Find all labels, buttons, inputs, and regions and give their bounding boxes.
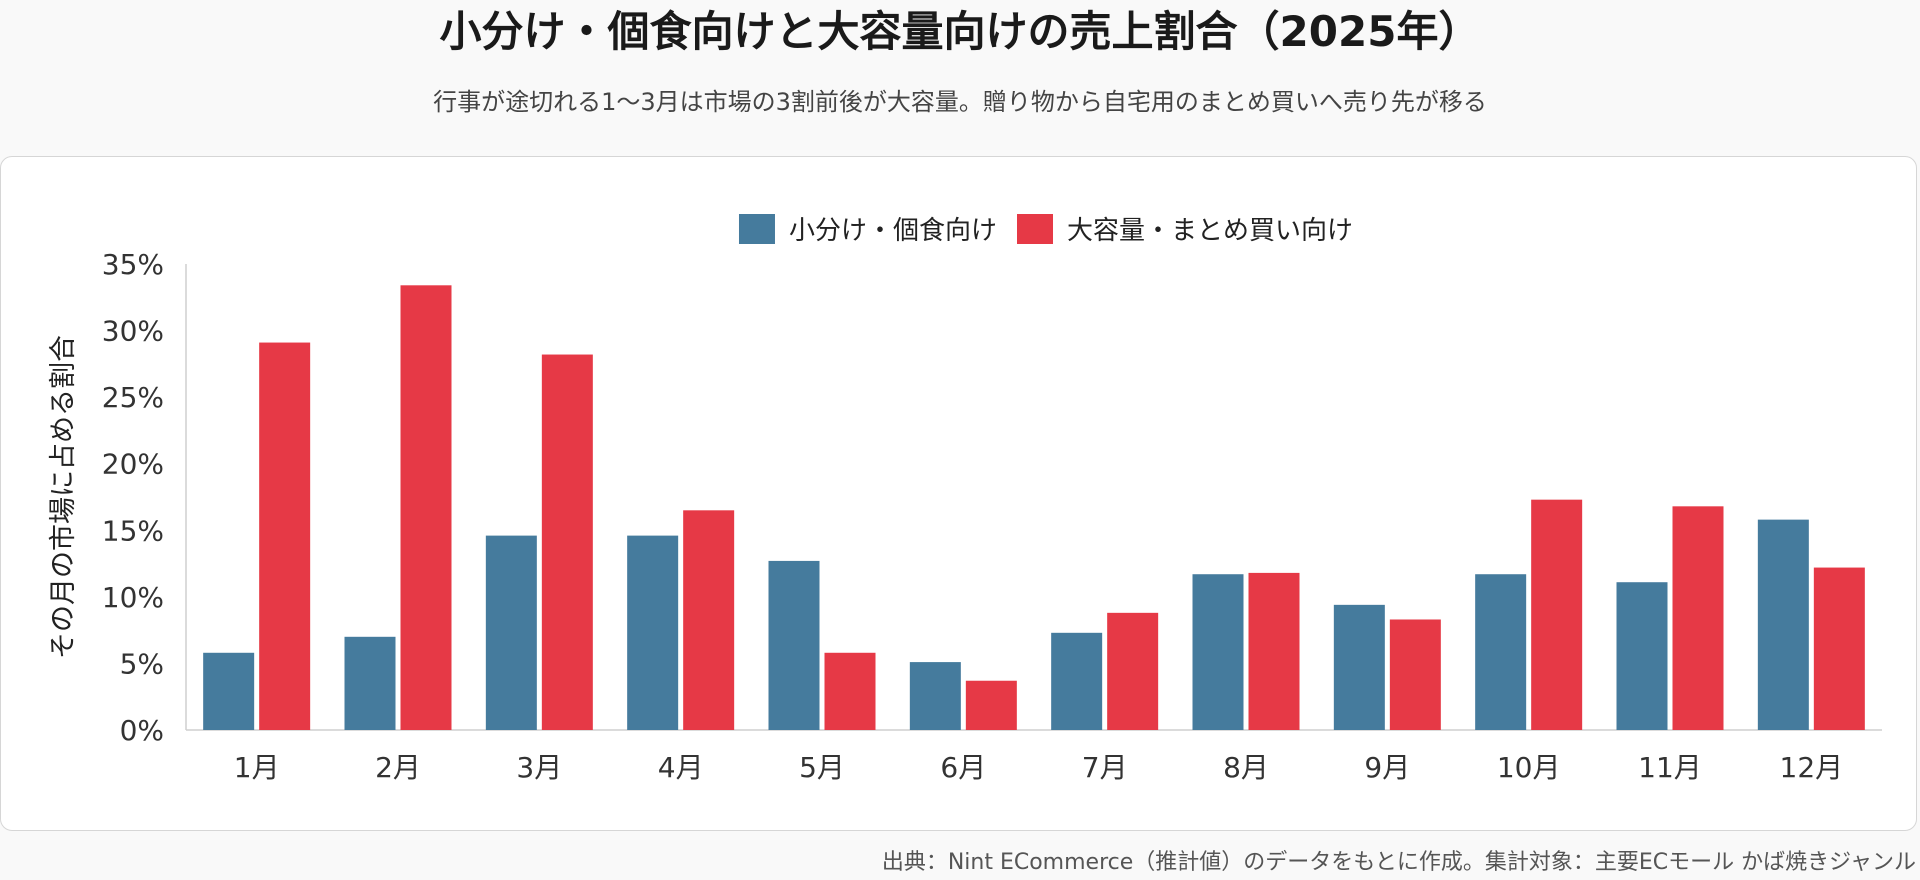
bar-bulk: [1813, 567, 1865, 730]
x-tick-label: 12月: [1780, 751, 1844, 784]
bar-small-portion: [1192, 574, 1244, 730]
bar-bulk: [541, 354, 593, 730]
bar-group: [1475, 499, 1583, 730]
bar-bulk: [259, 342, 311, 730]
bar-bulk: [683, 510, 735, 730]
page-title: 小分け・個食向けと大容量向けの売上割合（2025年）: [439, 7, 1481, 56]
bar-group: [203, 342, 311, 730]
bar-small-portion: [1616, 582, 1668, 730]
x-tick-label: 11月: [1638, 751, 1702, 784]
bar-group: [344, 285, 452, 730]
source-note: 出典：Nint ECommerce（推計値）のデータをもとに作成。集計対象：主要…: [881, 850, 1916, 875]
page-subtitle: 行事が途切れる1〜3月は市場の3割前後が大容量。贈り物から自宅用のまとめ買いへ売…: [433, 88, 1487, 116]
x-tick-label: 4月: [658, 751, 704, 784]
y-tick-label: 30%: [102, 315, 164, 348]
bar-group: [1333, 604, 1441, 730]
bar-small-portion: [627, 535, 679, 730]
bar-group: [1192, 572, 1300, 730]
legend-swatch-bulk: [1017, 214, 1053, 244]
bar-small-portion: [203, 652, 255, 730]
y-tick-label: 20%: [102, 448, 164, 481]
x-tick-label: 7月: [1082, 751, 1128, 784]
y-tick-label: 0%: [120, 714, 164, 747]
x-tick-label: 10月: [1497, 751, 1561, 784]
x-tick-label: 5月: [799, 751, 845, 784]
y-tick-label: 25%: [102, 381, 164, 414]
legend-label: 小分け・個食向け: [789, 216, 997, 246]
bar-group: [1051, 612, 1159, 730]
x-tick-label: 8月: [1223, 751, 1269, 784]
bar-group: [909, 662, 1017, 730]
bar-group: [1616, 506, 1724, 730]
bar-small-portion: [768, 560, 820, 730]
legend: 小分け・個食向け 大容量・まとめ買い向け: [738, 214, 1353, 246]
x-tick-label: 1月: [234, 751, 280, 784]
bar-small-portion: [485, 535, 537, 730]
bar-small-portion: [1333, 604, 1385, 730]
bar-bulk: [400, 285, 452, 730]
bar-bulk: [1389, 619, 1441, 730]
bar-group: [485, 354, 593, 730]
bar-bulk: [1672, 506, 1724, 730]
x-tick-label: 2月: [375, 751, 421, 784]
legend-swatch-small-portion: [738, 214, 775, 244]
y-tick-label: 5%: [120, 647, 164, 680]
bar-small-portion: [1475, 574, 1527, 730]
y-axis-title: その月の市場に占める割合: [48, 335, 79, 659]
x-tick-label: 3月: [516, 751, 562, 784]
bar-group: [768, 560, 876, 730]
bar-small-portion: [1051, 632, 1103, 730]
bar-small-portion: [344, 636, 396, 730]
y-tick-label: 15%: [102, 514, 164, 547]
bar-bulk: [824, 652, 876, 730]
x-tick-label: 6月: [940, 751, 986, 784]
bar-bulk: [1107, 612, 1159, 730]
bar-bulk: [1248, 572, 1300, 730]
legend-label: 大容量・まとめ買い向け: [1067, 216, 1353, 246]
bar-bulk: [1531, 499, 1583, 730]
x-axis: 1月 2月 3月 4月 5月 6月 7月 8月 9月 10月 11月 12月: [186, 729, 1882, 784]
bars: [203, 285, 1865, 730]
bar-group: [627, 510, 735, 730]
bar-bulk: [965, 680, 1017, 730]
bar-small-portion: [1757, 519, 1809, 730]
bar-group: [1757, 519, 1865, 730]
bar-small-portion: [909, 662, 961, 730]
y-tick-label: 35%: [102, 248, 164, 281]
y-axis: 0% 5% 10% 15% 20% 25% 30% 35% その月の市場に占める割合: [48, 248, 187, 747]
y-tick-label: 10%: [102, 581, 164, 614]
x-tick-label: 9月: [1364, 751, 1410, 784]
